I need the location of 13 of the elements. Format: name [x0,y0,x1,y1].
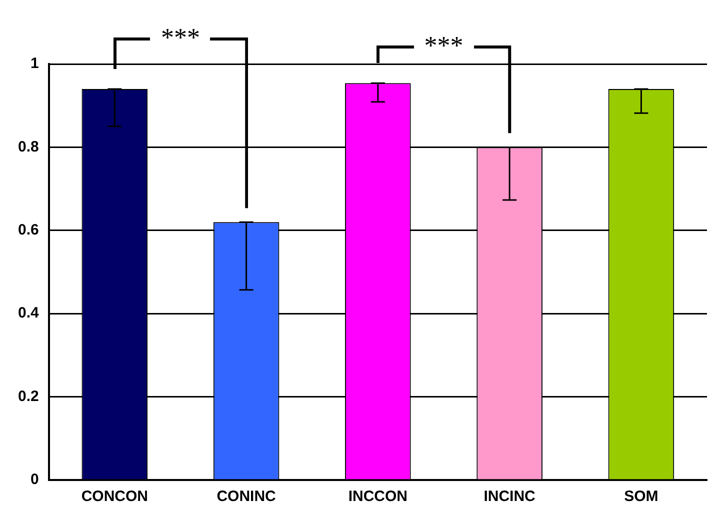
y-tick-label: 0.2 [18,388,39,405]
y-tick-label: 0.6 [18,222,39,239]
text: *** [414,31,474,60]
x-tick-label: INCCON [348,488,408,506]
x-tick-label: CONCON [81,488,148,506]
x-tick-label: SOM [624,488,658,506]
y-tick-label: 0 [30,471,39,488]
x-tick-label: INCINC [484,488,536,506]
x-tick-label: CONINC [216,488,276,506]
y-tick-label: 0.4 [18,304,40,322]
text: *** [150,22,210,52]
y-tick-label: 1 [30,55,39,72]
y-tick-label: 0.8 [18,138,39,156]
